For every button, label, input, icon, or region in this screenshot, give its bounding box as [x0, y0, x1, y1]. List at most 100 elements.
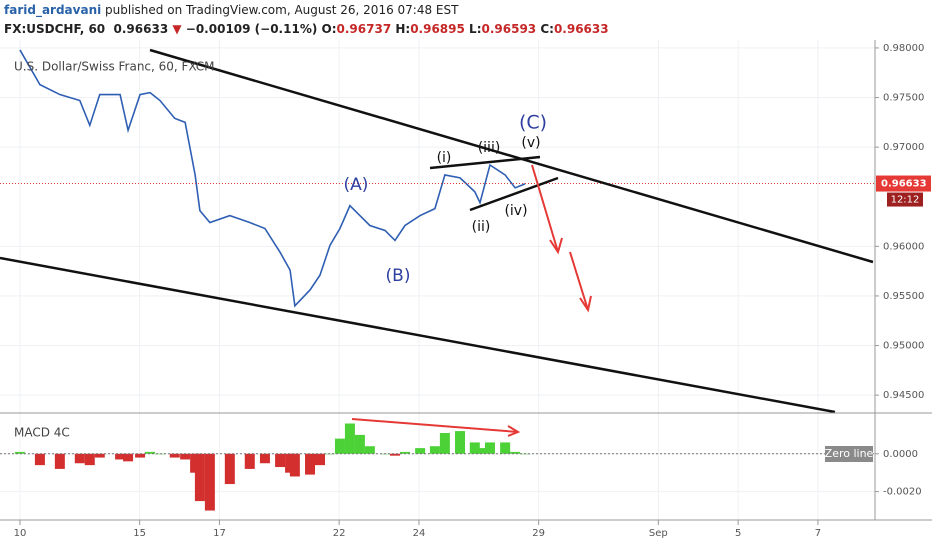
countdown: 12:12: [891, 195, 920, 206]
macd-bar: [204, 453, 215, 511]
drawings: [0, 48, 874, 437]
macd-bar: [334, 438, 345, 454]
y-tick-label: 0.95500: [883, 291, 924, 302]
y-tick-label: 0.0000: [883, 449, 918, 460]
ohlc-l-label: L:: [469, 22, 482, 36]
triangle-top: [429, 155, 541, 170]
macd-bar: [84, 453, 95, 466]
macd-bar: [259, 453, 270, 464]
ohlc-h-label: H:: [395, 22, 411, 36]
x-tick-label: 29: [532, 528, 545, 539]
macd-bar: [364, 446, 375, 454]
symbol-line: FX:USDCHF, 60 0.96633 ▼ −0.00109 (−0.11%…: [4, 22, 609, 36]
y-tick-label: 0.96000: [883, 241, 924, 252]
macd-bar: [469, 442, 480, 454]
marks: [0, 49, 875, 511]
axes: [0, 40, 932, 521]
macd-bar: [484, 442, 495, 454]
countdown-box: [887, 192, 923, 207]
macd-bar: [244, 453, 255, 469]
macd-bar: [275, 453, 286, 468]
current-price-label: 0.96633: [881, 179, 927, 190]
y-tick-label: 0.95000: [883, 341, 924, 352]
y-tick-label: 0.98000: [883, 43, 924, 54]
ohlc-c-label: C:: [540, 22, 554, 36]
macd-bar: [74, 453, 85, 464]
x-tick-label: 7: [815, 528, 821, 539]
macd-bar: [194, 453, 205, 502]
macd-bar: [314, 453, 325, 466]
macd-bar: [123, 453, 134, 462]
last-price: 0.96633: [113, 22, 169, 36]
arrow-head: [579, 295, 592, 313]
macd-bar: [154, 453, 165, 455]
ohlc-c: 0.96633: [553, 22, 609, 36]
wave-label: (iii): [478, 140, 501, 156]
macd-bar: [94, 453, 105, 458]
chart: (A) (B) (C) (i) (ii) (iii) (iv) (v) U.S.…: [0, 40, 932, 539]
macd-bar: [474, 448, 485, 454]
wave-label: (ii): [472, 219, 491, 235]
wave-label: (v): [521, 135, 540, 151]
wave-label: (B): [386, 266, 411, 286]
author[interactable]: farid_ardavani: [4, 3, 102, 17]
y-tick-label: 0.97500: [883, 93, 924, 104]
ohlc-h: 0.96895: [410, 22, 465, 36]
ohlc-o: 0.96737: [336, 22, 392, 36]
y-tick-label: 0.97000: [883, 142, 924, 153]
symbol: FX:USDCHF, 60: [4, 22, 106, 36]
y-tick-label: 0.94500: [883, 390, 924, 401]
wave-label: (C): [519, 112, 547, 134]
y-tick-label: -0.0020: [883, 487, 922, 498]
macd-bar: [344, 423, 355, 454]
macd-bar: [115, 453, 126, 460]
macd-bar: [180, 453, 191, 460]
x-tick-label: 17: [213, 528, 226, 539]
x-tick-label: 10: [14, 528, 27, 539]
macd-bar: [54, 453, 65, 469]
macd-bar: [390, 453, 401, 456]
current-price-box: [876, 175, 931, 192]
macd-bar: [135, 453, 146, 458]
ohlc-o-label: O:: [321, 22, 337, 36]
macd-bar: [439, 432, 450, 454]
red-arrow: [531, 164, 559, 253]
publish-line: farid_ardavani published on TradingView.…: [4, 3, 458, 17]
x-tick-label: 15: [133, 528, 146, 539]
macd-bar: [354, 434, 365, 454]
macd-bar: [145, 451, 156, 454]
zero-tag-box: [825, 446, 873, 462]
macd-bar: [289, 453, 300, 477]
x-tick-label: Sep: [649, 528, 668, 539]
wave-label: (i): [437, 150, 452, 166]
macd-bar: [169, 453, 180, 458]
macd-bar: [305, 453, 316, 475]
ohlc-l: 0.96593: [481, 22, 537, 36]
published: published on TradingView.com, August 26,…: [105, 3, 459, 17]
wave-label: (A): [344, 175, 369, 195]
macd-bar: [399, 451, 410, 454]
wave-label: (iv): [504, 203, 527, 219]
header: farid_ardavani published on TradingView.…: [0, 0, 932, 40]
arrow-head: [507, 425, 521, 437]
lower-channel: [0, 256, 836, 414]
arrow-head: [549, 237, 563, 255]
change: −0.00109 (−0.11%): [185, 22, 318, 36]
macd-bar: [14, 451, 25, 454]
zero-tag: Zero line: [825, 447, 874, 460]
red-arrow: [569, 251, 589, 311]
x-tick-label: 22: [333, 528, 346, 539]
triangle-bottom: [469, 176, 559, 212]
macd-bar: [224, 453, 235, 485]
upper-channel: [149, 48, 874, 264]
price-line: [19, 49, 526, 308]
macd-bar: [500, 442, 511, 454]
macd-title: MACD 4C: [14, 426, 70, 440]
macd-bar: [34, 453, 45, 466]
divergence-line: [351, 418, 519, 433]
x-tick-label: 24: [413, 528, 426, 539]
macd-bar: [415, 448, 426, 454]
change-arrow: ▼: [172, 22, 182, 36]
macd-bar: [429, 446, 440, 454]
